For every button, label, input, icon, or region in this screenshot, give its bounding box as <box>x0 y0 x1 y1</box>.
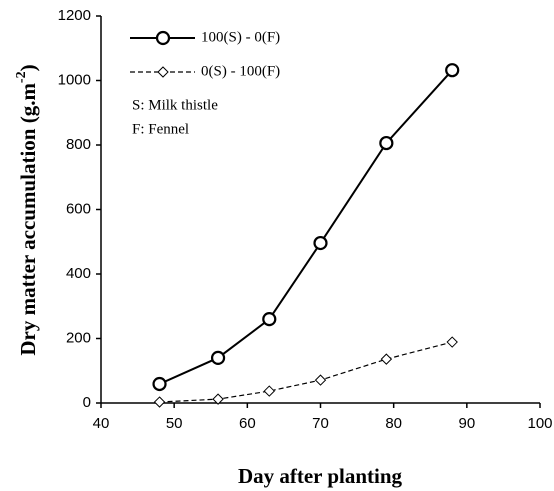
x-tick-label: 50 <box>166 415 183 432</box>
point <box>379 135 394 151</box>
legend-label: 0(S) - 100(F) <box>201 63 280 79</box>
y-label-text: Dry matter accumulation (g.m <box>16 83 40 356</box>
point <box>313 235 328 251</box>
point <box>380 353 393 365</box>
x-tick-label: 70 <box>312 415 329 432</box>
legend-marker <box>155 30 171 46</box>
point <box>445 63 460 78</box>
y-label-superscript: -2 <box>14 71 29 83</box>
series-line <box>159 69 453 385</box>
y-tick-label: 600 <box>66 200 91 217</box>
point <box>446 336 458 348</box>
point <box>212 393 224 405</box>
point <box>314 374 327 386</box>
x-axis-label: Day after planting <box>238 464 403 488</box>
y-tick-label: 1200 <box>58 7 91 24</box>
point <box>152 376 167 392</box>
x-tick-label: 100 <box>527 415 552 432</box>
y-tick-label: 0 <box>83 394 91 411</box>
y-tick-label: 400 <box>66 265 91 282</box>
legend-marker <box>157 66 169 78</box>
legend-label: 100(S) - 0(F) <box>201 29 280 45</box>
y-tick-label: 1000 <box>58 71 91 88</box>
y-axis-label: Dry matter accumulation (g.m-2) <box>14 64 40 355</box>
annotation: F: Fennel <box>132 121 189 137</box>
point <box>263 385 275 397</box>
x-tick-label: 80 <box>385 415 402 432</box>
annotation: S: Milk thistle <box>132 97 218 113</box>
series-line <box>159 341 453 403</box>
point <box>210 350 226 365</box>
y-tick-label: 800 <box>66 136 91 153</box>
y-label-suffix: ) <box>16 64 40 71</box>
x-tick-label: 40 <box>93 415 110 432</box>
y-tick-label: 200 <box>66 329 91 346</box>
x-tick-label: 90 <box>458 415 475 432</box>
x-tick-label: 60 <box>239 415 256 432</box>
point <box>262 312 277 327</box>
point <box>153 396 166 408</box>
